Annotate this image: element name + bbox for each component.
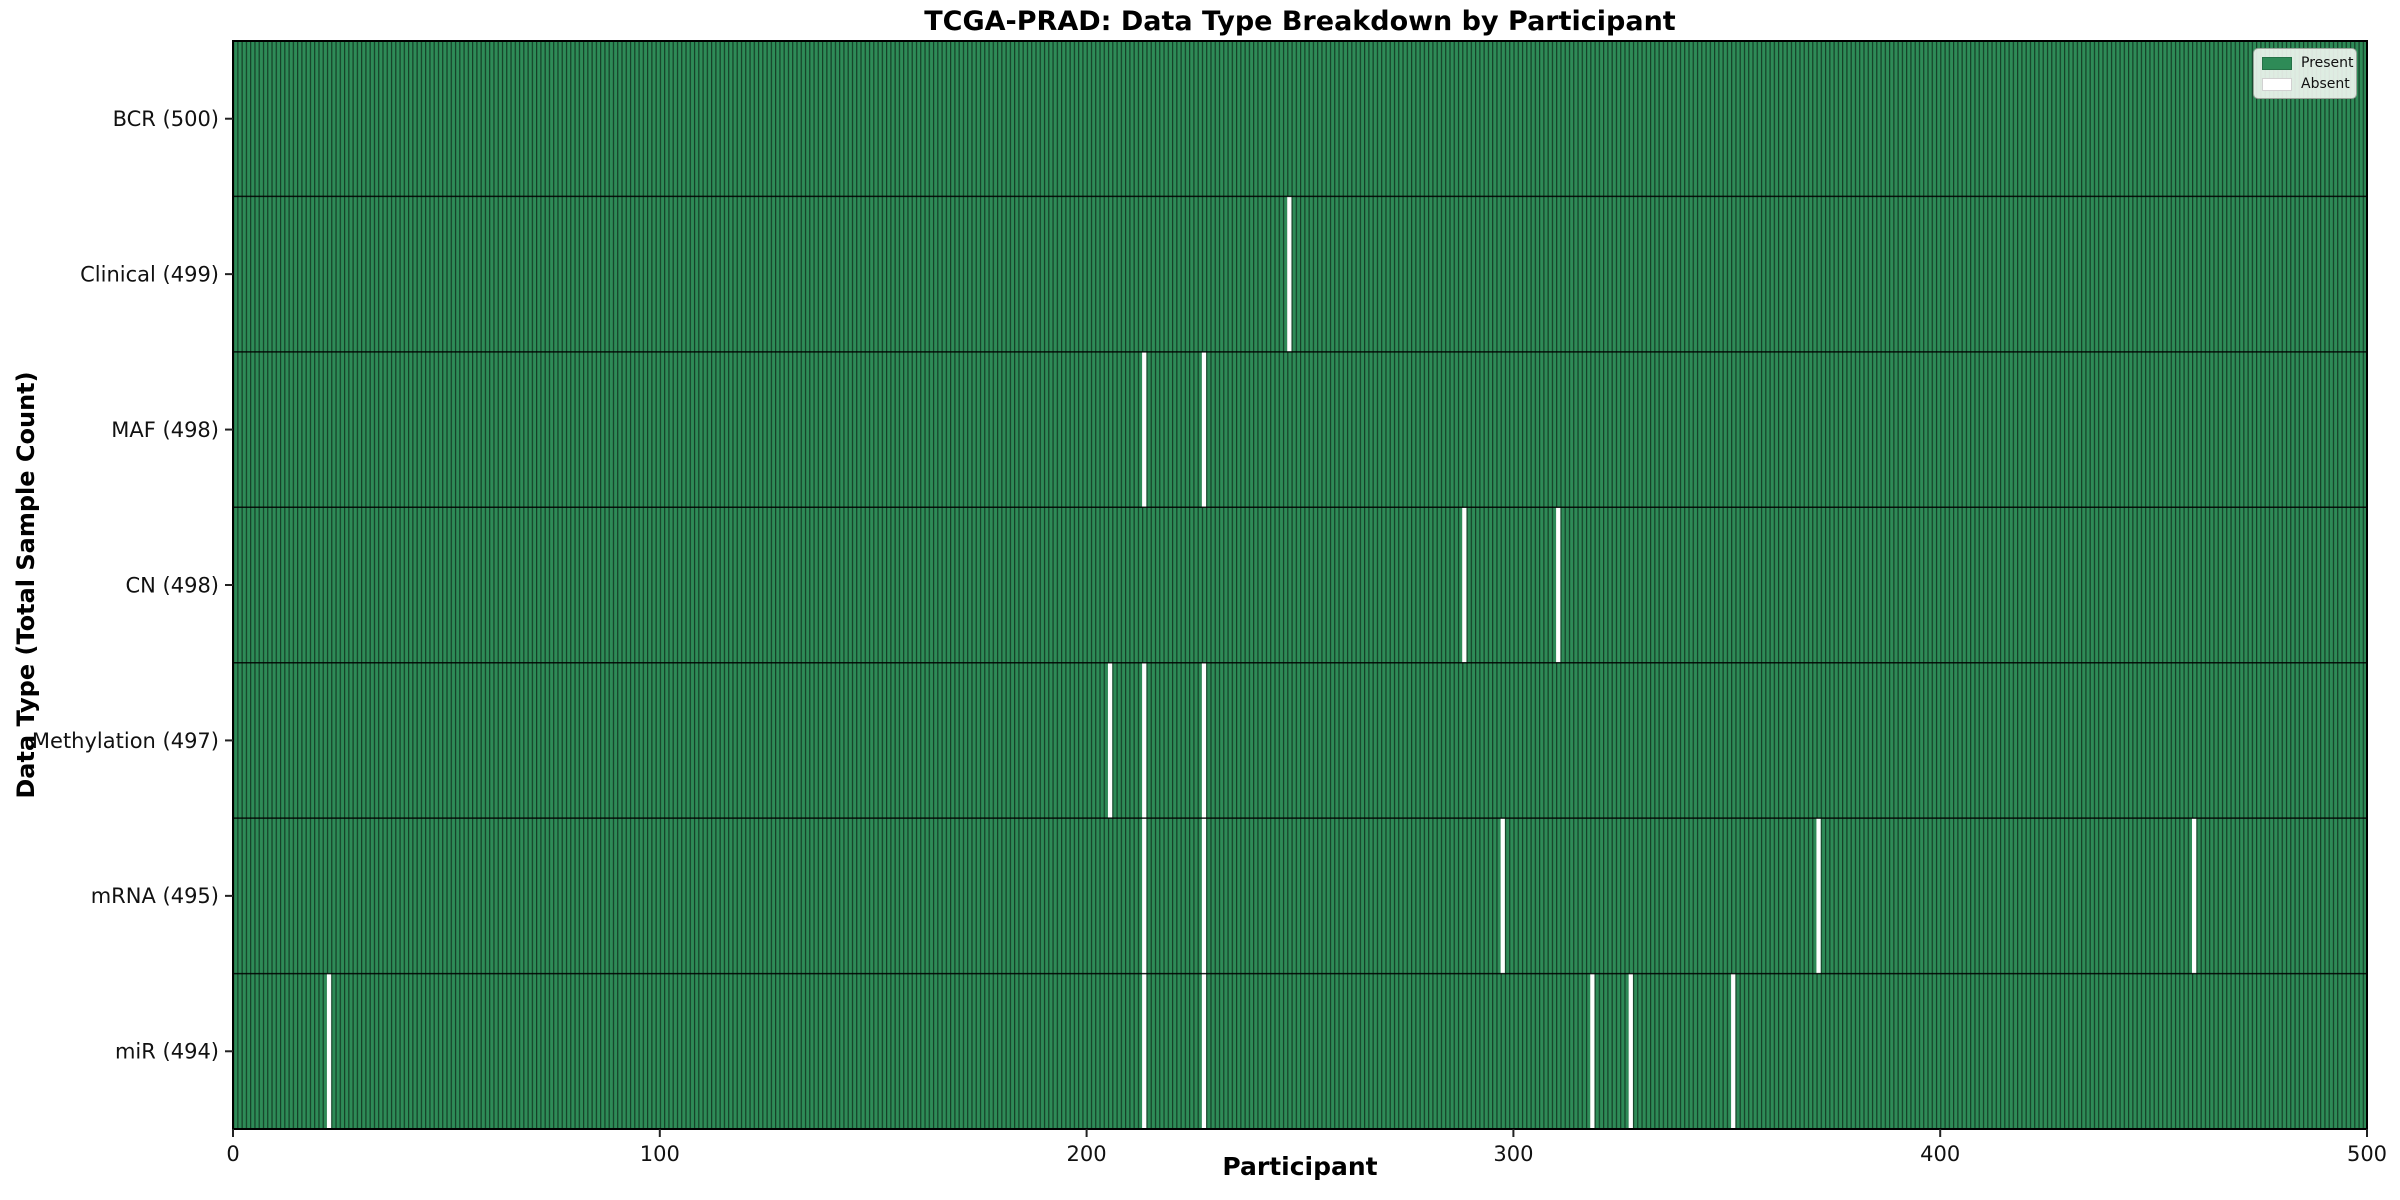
x-tick-label-500: 500 bbox=[2347, 1142, 2387, 1166]
legend-label-present: Present bbox=[2301, 55, 2354, 71]
x-tick-label-100: 100 bbox=[640, 1142, 680, 1166]
x-tick-label-200: 200 bbox=[1067, 1142, 1107, 1166]
absent-gap-mrna-371 bbox=[1816, 818, 1821, 974]
y-tick-label-bcr: BCR (500) bbox=[113, 107, 219, 131]
absent-gap-mir-351 bbox=[1731, 973, 1736, 1129]
absent-gap-maf-227 bbox=[1201, 351, 1207, 508]
absent-gap-maf-213 bbox=[1142, 351, 1147, 508]
chart-title: TCGA-PRAD: Data Type Breakdown by Partic… bbox=[924, 6, 1676, 37]
legend: Present Absent bbox=[2253, 48, 2357, 99]
x-tick-label-0: 0 bbox=[226, 1142, 239, 1166]
x-axis-label: Participant bbox=[1222, 1152, 1378, 1181]
y-tick-label-mir: miR (494) bbox=[115, 1040, 219, 1064]
absent-gap-mrna-227 bbox=[1201, 818, 1207, 974]
absent-gap-cn-310 bbox=[1556, 507, 1561, 663]
legend-label-absent: Absent bbox=[2301, 76, 2350, 92]
legend-entry-absent: Absent bbox=[2262, 76, 2350, 92]
y-tick-label-mrna: mRNA (495) bbox=[91, 884, 219, 908]
y-tick-label-cn: CN (498) bbox=[125, 573, 219, 597]
absent-gap-mrna-297 bbox=[1500, 818, 1505, 974]
absent-gap-cn-288 bbox=[1462, 507, 1467, 663]
absent-gap-clinical-247 bbox=[1287, 196, 1292, 352]
absent-gap-methylation-213 bbox=[1142, 662, 1147, 819]
absent-gap-mir-22 bbox=[326, 973, 332, 1129]
absent-gap-mir-318 bbox=[1590, 973, 1595, 1129]
legend-entry-present: Present bbox=[2262, 55, 2354, 71]
y-tick-label-clinical: Clinical (499) bbox=[80, 262, 219, 286]
absent-gap-methylation-227 bbox=[1201, 662, 1207, 819]
legend-swatch-absent-icon bbox=[2262, 77, 2292, 91]
y-tick-label-maf: MAF (498) bbox=[111, 418, 219, 442]
y-tick-label-methylation: Methylation (497) bbox=[32, 729, 219, 753]
absent-gap-mir-213 bbox=[1142, 973, 1147, 1129]
x-tick-label-400: 400 bbox=[1920, 1142, 1960, 1166]
absent-gap-mrna-213 bbox=[1142, 818, 1147, 974]
absent-gap-mrna-459 bbox=[2192, 818, 2197, 974]
legend-swatch-present-icon bbox=[2262, 56, 2292, 70]
absent-gap-methylation-205 bbox=[1107, 662, 1113, 819]
heatmap-cells bbox=[233, 41, 2367, 1129]
x-tick-label-300: 300 bbox=[1493, 1142, 1533, 1166]
absent-gap-mir-227 bbox=[1201, 973, 1207, 1129]
absent-gap-mir-327 bbox=[1628, 973, 1633, 1129]
